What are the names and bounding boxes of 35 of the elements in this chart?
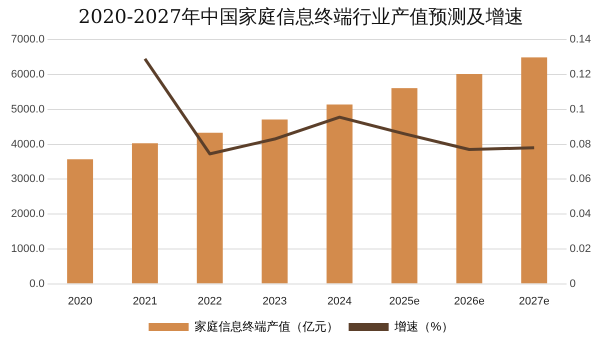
y2-tick-label: 0.06 xyxy=(570,173,592,186)
bar xyxy=(132,143,158,284)
chart-title: 2020-2027年中国家庭信息终端行业产值预测及增速 xyxy=(77,5,525,30)
y-tick-label: 3000.0 xyxy=(10,173,45,186)
y2-tick-label: 0.08 xyxy=(570,138,592,150)
x-tick-label: 2022 xyxy=(198,295,222,308)
y-tick-label: 2000.0 xyxy=(10,208,45,220)
y2-tick-label: 0 xyxy=(570,278,576,290)
x-tick-label: 2024 xyxy=(327,295,352,308)
legend-label: 增速（%） xyxy=(394,319,454,334)
y2-tick-label: 0.14 xyxy=(570,34,592,46)
bar xyxy=(521,57,548,284)
y-tick-label: 5000.0 xyxy=(10,103,45,116)
x-tick-label: 2026e xyxy=(454,295,485,308)
y2-tick-label: 0.04 xyxy=(570,208,592,220)
bar xyxy=(391,88,418,284)
y-tick-label: 0.0 xyxy=(29,278,45,290)
y2-tick-label: 0.12 xyxy=(570,68,592,81)
x-tick-label: 2025e xyxy=(389,295,420,308)
x-tick-label: 2020 xyxy=(68,295,92,308)
bar xyxy=(456,74,482,284)
bar xyxy=(196,132,223,284)
bar xyxy=(67,159,94,284)
x-tick-label: 2023 xyxy=(262,295,287,308)
y-tick-label: 7000.0 xyxy=(10,34,45,46)
y-tick-label: 1000.0 xyxy=(10,242,45,255)
bar xyxy=(326,104,353,284)
legend-label: 家庭信息终端产值（亿元） xyxy=(194,319,339,334)
bar xyxy=(262,119,288,284)
y2-tick-label: 0.02 xyxy=(570,242,592,255)
y2-tick-label: 0.1 xyxy=(570,103,585,116)
y-tick-label: 4000.0 xyxy=(10,138,45,150)
x-tick-label: 2027e xyxy=(518,295,550,308)
y-tick-label: 6000.0 xyxy=(10,68,45,81)
x-tick-label: 2021 xyxy=(132,295,158,308)
